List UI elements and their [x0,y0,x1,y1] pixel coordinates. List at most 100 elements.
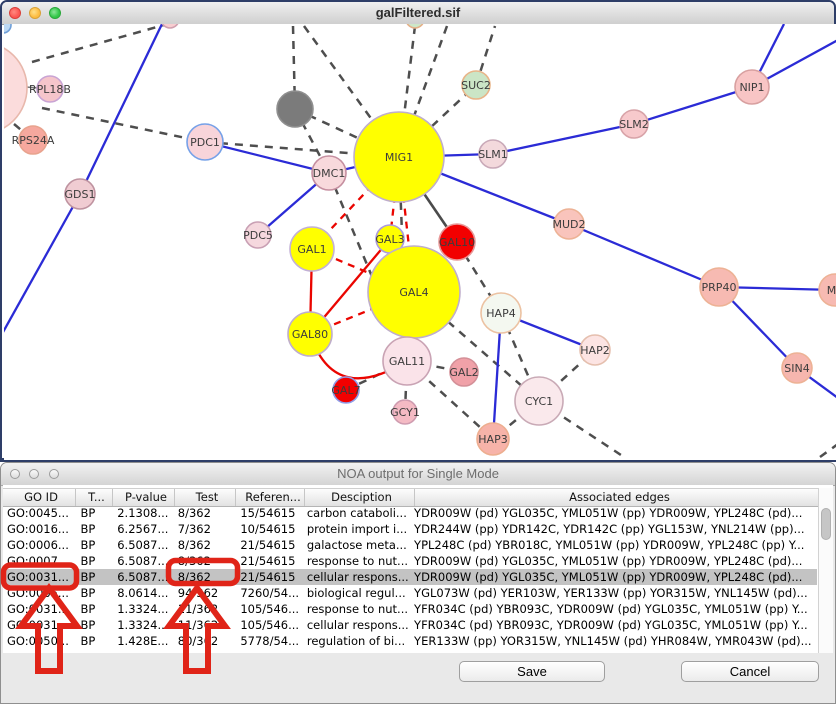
col-header-type[interactable]: T... [76,489,113,506]
noa-titlebar: NOA output for Single Mode [1,463,835,486]
node-GAL1[interactable] [289,226,335,272]
edge-blue [568,222,720,289]
table-cell: cellular respons... [306,570,409,584]
table-row[interactable]: GO:0007... BP 6.5087... 8/362 21/54615 respon… [3,553,817,569]
node-label-GAL10: GAL10 [439,236,475,249]
node-NIP1[interactable] [734,69,770,105]
node-label-GAL3: GAL3 [375,233,404,246]
table-row[interactable]: GO:0006... BP 6.5087... 8/362 21/54615 galact… [3,537,817,553]
col-header-associated-edges[interactable]: Associated edges [415,489,823,506]
node-CYC1[interactable] [514,376,564,426]
node-SUC2[interactable] [461,70,491,100]
node-GAL10[interactable] [438,223,476,261]
cancel-button[interactable]: Cancel [681,661,819,682]
col-header-test[interactable]: Test [175,489,236,506]
node-unlabeled[interactable] [4,42,28,134]
node-GDS1[interactable] [64,178,96,210]
node-MS[interactable] [818,273,836,307]
node-DMC1[interactable] [311,155,347,191]
node-SIN4[interactable] [781,352,813,384]
table-row[interactable]: GO:0065... BP 8.0614... 94/362 7260/54... bio… [3,585,817,601]
table-cell: response to nut... [306,602,409,616]
table-cell: GO:0065... [7,586,69,600]
edge-stub [25,86,39,89]
col-header-reference[interactable]: Referen... [236,489,305,506]
table-cell: YFR034C (pd) YBR093C, YDR009W (pd) YGL03… [414,618,808,632]
table-row[interactable]: GO:0031... BP 1.3324... 11/362 105/546... res… [3,601,817,617]
node-GAL7[interactable] [332,376,360,404]
col-header-go-id[interactable]: GO ID [3,489,76,506]
table-cell: BP [80,570,96,584]
table-cell: YDR009W (pd) YGL035C, YML051W (pp) YDR00… [414,506,803,520]
node-label-SUC2: SUC2 [461,79,491,92]
table-cell: YER133W (pp) YOR315W, YNL145W (pd) YHR08… [414,634,812,648]
edge-blue [633,85,753,126]
edge-blue [78,24,164,195]
node-PDC5[interactable] [244,221,272,249]
node-MIG1[interactable] [353,111,445,203]
node-RPS24A[interactable] [18,125,48,155]
node-PDC1[interactable] [186,123,224,161]
node-SLM2[interactable] [619,109,649,139]
node-unlabeled[interactable] [4,24,12,34]
node-label-DMC1: DMC1 [313,167,346,180]
table-cell: galactose meta... [306,538,407,552]
table-row[interactable]: GO:0045... BP 2.1308... 8/362 15/54615 carbon… [3,505,817,521]
node-PRP40[interactable] [699,267,739,307]
minimize-button[interactable] [29,7,41,19]
node-GAL11[interactable] [382,336,432,386]
table-cell: 21/54615 [240,538,296,552]
table-row[interactable]: GO:0016... BP 6.2567... 7/362 10/54615 protei… [3,521,817,537]
node-HAP4[interactable] [480,292,522,334]
col-header-description[interactable]: Desciption [305,489,415,506]
table-row[interactable]: GO:0031... BP 6.5087... 8/362 21/54615 cellul… [3,569,817,585]
node-GAL2[interactable] [449,357,479,387]
node-label-RPS24A: RPS24A [12,134,55,147]
table-cell: 1.428E... [117,634,169,648]
node-RPL18B[interactable] [36,75,64,103]
node-SLM1[interactable] [478,139,508,169]
save-button[interactable]: Save [459,661,605,682]
node-label-GAL80: GAL80 [292,328,328,341]
table-cell: 15/54615 [240,506,296,520]
table-cell: BP [80,586,96,600]
close-button-inactive[interactable] [10,469,20,479]
node-unlabeled[interactable] [276,90,314,128]
edge-dash [413,291,540,402]
vertical-scrollbar[interactable] [818,488,833,653]
node-unlabeled[interactable] [406,24,424,29]
table-cell: 1.3324... [117,602,169,616]
node-label-GAL4: GAL4 [399,286,428,299]
node-label-PDC1: PDC1 [190,136,220,149]
table-cell: 5778/54... [240,634,300,648]
node-label-CYC1: CYC1 [525,395,553,408]
table-cell: 105/546... [240,602,300,616]
node-GCY1[interactable] [392,399,418,425]
table-cell: GO:0007... [7,554,69,568]
table-cell: 80/362 [177,634,219,648]
node-label-HAP4: HAP4 [486,307,515,320]
close-button[interactable] [9,7,21,19]
node-HAP3[interactable] [476,422,510,456]
table-cell: protein import i... [306,522,408,536]
table-cell: 21/54615 [240,554,296,568]
table-cell: 94/362 [177,586,219,600]
table-cell: 7/362 [177,522,211,536]
node-HAP2[interactable] [579,334,611,366]
zoom-button[interactable] [49,7,61,19]
node-label-SLM2: SLM2 [619,118,649,131]
node-label-PDC5: PDC5 [243,229,273,242]
zoom-button-inactive[interactable] [49,469,59,479]
table-row[interactable]: GO:0050... BP 1.428E... 80/362 5778/54... reg… [3,633,817,649]
node-unlabeled[interactable] [161,24,179,29]
minimize-button-inactive[interactable] [29,469,39,479]
table-row[interactable]: GO:0031... BP 1.3324... 11/362 105/546... cel… [3,617,817,633]
node-MUD2[interactable] [553,208,585,240]
table-cell: 8.0614... [117,586,169,600]
col-header-p-value[interactable]: P-value [113,489,175,506]
table-cell: 105/546... [240,618,300,632]
table-cell: 6.5087... [117,538,169,552]
network-canvas[interactable]: RPL18B RPS24A GDS1 PDC1 PDC5 DMC1 MIG1 SLM1 SUC2… [4,24,836,460]
node-GAL80[interactable] [287,311,333,357]
scrollbar-thumb[interactable] [821,508,831,540]
